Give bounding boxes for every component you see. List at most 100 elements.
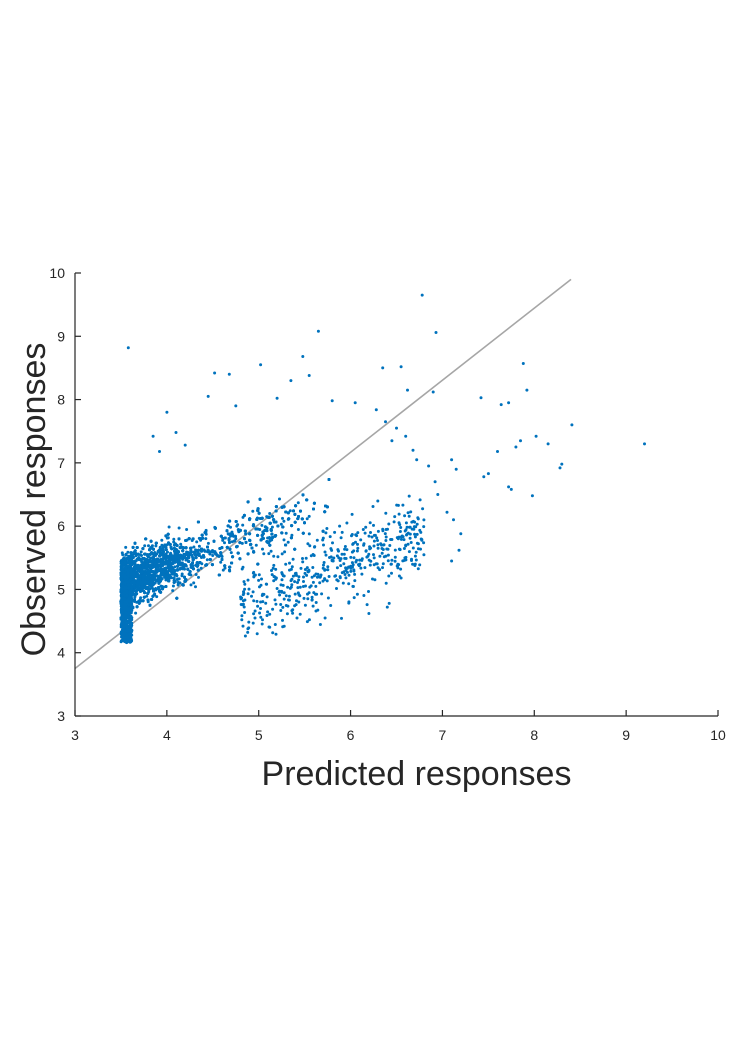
data-point — [228, 568, 231, 572]
data-point — [157, 568, 161, 572]
data-point — [154, 541, 158, 545]
data-point — [175, 544, 179, 547]
data-point — [176, 568, 179, 572]
data-point — [191, 564, 195, 568]
data-point — [284, 510, 288, 514]
data-point — [127, 632, 131, 636]
data-point — [172, 546, 176, 550]
data-point — [318, 581, 322, 585]
data-point — [281, 516, 284, 520]
data-point — [120, 551, 124, 555]
data-point — [180, 562, 184, 566]
data-point — [161, 585, 165, 589]
data-point — [363, 531, 367, 535]
data-point — [206, 541, 210, 545]
data-point — [301, 557, 304, 560]
data-point — [321, 529, 325, 533]
data-point — [301, 493, 305, 497]
data-point — [301, 531, 305, 535]
data-point — [160, 567, 164, 571]
data-point — [126, 602, 129, 605]
data-point — [124, 611, 128, 615]
data-point — [257, 578, 261, 582]
data-point — [152, 547, 155, 551]
data-point — [124, 545, 128, 549]
data-point — [248, 532, 252, 536]
data-point — [215, 553, 219, 557]
data-point — [210, 563, 214, 567]
data-point — [126, 550, 130, 554]
data-point — [407, 494, 411, 498]
data-point — [221, 537, 225, 541]
data-point — [145, 562, 149, 566]
data-point — [130, 603, 134, 607]
data-point — [198, 537, 202, 541]
data-point — [204, 537, 208, 541]
data-point — [189, 546, 193, 550]
data-point — [258, 528, 262, 531]
data-point — [166, 532, 170, 536]
data-point — [274, 509, 278, 513]
data-point — [248, 539, 252, 542]
data-point — [194, 573, 198, 576]
data-point — [228, 519, 232, 523]
data-point — [154, 544, 158, 548]
data-point — [399, 537, 403, 541]
data-point — [191, 537, 195, 541]
data-point — [139, 570, 143, 574]
data-point — [243, 587, 247, 591]
data-point — [311, 604, 315, 608]
data-point — [121, 632, 125, 636]
data-point — [177, 559, 181, 563]
data-point — [367, 590, 370, 593]
data-point — [280, 531, 284, 535]
data-point — [177, 526, 181, 530]
data-point — [250, 546, 254, 550]
data-point — [236, 551, 240, 555]
data-point — [151, 557, 155, 561]
data-point — [195, 540, 199, 544]
data-point — [274, 534, 278, 537]
data-point — [129, 572, 133, 576]
data-point — [256, 507, 260, 511]
data-point — [132, 574, 136, 578]
data-point — [268, 512, 272, 515]
data-point — [282, 519, 286, 523]
data-point — [275, 587, 279, 590]
data-point — [286, 511, 290, 515]
data-point — [340, 616, 343, 620]
data-point — [127, 611, 131, 615]
data-point — [164, 557, 168, 561]
data-point — [220, 558, 224, 561]
data-point — [219, 554, 223, 557]
data-point — [244, 532, 248, 536]
data-point — [223, 541, 226, 545]
data-point — [263, 525, 267, 529]
data-point — [121, 581, 125, 585]
data-point — [233, 539, 237, 543]
data-point — [167, 566, 171, 570]
data-point — [198, 561, 202, 564]
data-point — [196, 550, 200, 553]
data-point — [248, 517, 252, 521]
data-point — [148, 564, 152, 568]
data-point — [120, 635, 123, 639]
data-point — [160, 558, 164, 561]
data-point — [225, 529, 229, 533]
data-point — [126, 639, 130, 643]
data-point — [123, 597, 127, 601]
data-point — [213, 526, 217, 530]
data-point — [256, 533, 260, 537]
data-point — [177, 561, 181, 565]
data-point — [145, 577, 149, 581]
data-point — [187, 572, 191, 576]
data-point — [196, 520, 200, 524]
data-point — [149, 577, 153, 580]
reference-line — [74, 278, 572, 670]
data-point — [141, 547, 145, 551]
data-point — [126, 571, 130, 575]
data-point — [143, 544, 147, 548]
data-point — [168, 559, 172, 563]
data-point — [393, 559, 397, 563]
data-point — [146, 580, 150, 584]
